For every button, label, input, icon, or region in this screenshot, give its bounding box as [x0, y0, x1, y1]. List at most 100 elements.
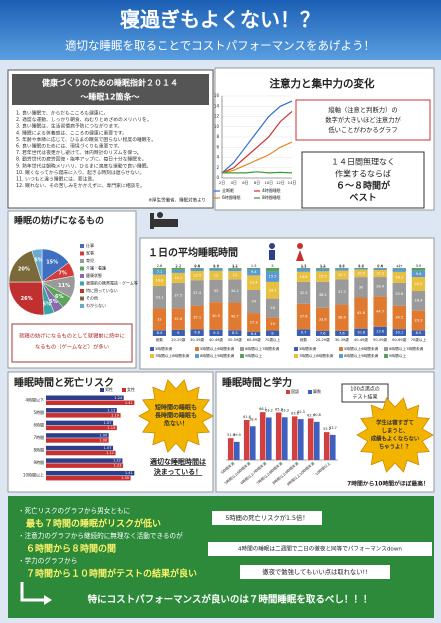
bar-segment — [392, 329, 406, 336]
pie-slice — [31, 248, 43, 283]
value-label: 1.23 — [114, 464, 122, 468]
legend-swatch — [286, 390, 290, 394]
bar — [46, 420, 114, 426]
slice-label: 15% — [46, 260, 58, 266]
bar-segment — [190, 329, 204, 336]
x-tick-label: 30-39歳 — [190, 337, 204, 342]
legend-label: 4時間睡眠 — [262, 187, 281, 193]
bar-segment — [373, 268, 387, 271]
value-label: 7.1 — [157, 270, 163, 274]
value-label: 1.19 — [111, 413, 120, 417]
legend-label: 6時間以上7時間未満 — [389, 346, 424, 351]
value-label: 12 — [233, 273, 238, 277]
x-tick-label: 60-69歳 — [247, 337, 261, 342]
value-label: 10.9 — [357, 271, 366, 275]
callout-text: 徹夜で勉強してもいい点は取れない!! — [262, 567, 367, 576]
slice-label: 5% — [43, 301, 52, 307]
bar — [275, 412, 282, 460]
y-tick-label: 12 — [214, 114, 220, 119]
value-label: 58.4 — [249, 417, 257, 421]
value-label: 37.6 — [300, 315, 309, 319]
bar — [323, 432, 330, 460]
value-label: 61.8 — [243, 415, 251, 419]
bar-segment — [392, 282, 406, 306]
value-label: 3.3 — [213, 265, 219, 269]
value-label: 10.8 — [357, 330, 366, 334]
bar-segment — [296, 329, 311, 336]
bar-segment — [171, 268, 185, 270]
value-label: 10.1 — [395, 331, 403, 335]
value-label: 3.6 — [194, 265, 200, 269]
burst-text: 成績もよくならない — [371, 435, 420, 443]
value-label: 28.4 — [414, 299, 423, 303]
value-label: 4.5 — [175, 266, 181, 270]
value-label: 65.9 — [275, 408, 283, 412]
bar-segment — [373, 277, 387, 297]
bar-segment — [316, 268, 330, 272]
x-tick-label: 14日 — [288, 180, 297, 185]
legend-label: 女性 — [127, 386, 135, 392]
conclusion-line: ・学力のグラフから — [18, 556, 77, 565]
legend-label: 仕事 — [86, 242, 94, 248]
value-label: 29.3 — [414, 318, 422, 322]
value-label: 37.5 — [174, 294, 182, 298]
value-label: 2.6 — [157, 264, 163, 268]
value-label: 9.7 — [301, 331, 307, 335]
bar-segment — [354, 269, 368, 278]
bar-segment — [209, 302, 223, 330]
value-label: 53.7 — [329, 426, 337, 430]
bar — [46, 438, 109, 443]
bar-segment — [152, 269, 167, 275]
value-label: 37.4 — [193, 291, 202, 295]
value-label: 1.2 — [232, 264, 238, 268]
bar — [298, 419, 304, 460]
y-tick-label: 10 — [214, 124, 220, 129]
note-text: 縦軸（注意と判断力）の — [328, 105, 397, 114]
legend-label: 育児 — [86, 257, 94, 263]
note-text: 数字が大きいほど注意力が — [325, 115, 401, 124]
value-label: 9.3 — [213, 331, 219, 335]
legend-label: 特に困っていない — [86, 287, 118, 293]
value-label: 38.6 — [338, 316, 347, 320]
bar-segment — [152, 274, 167, 287]
legend-swatch — [240, 347, 244, 351]
bar-segment — [392, 268, 406, 272]
value-label: 0.8 — [194, 264, 200, 268]
value-label: 1.00 — [99, 439, 108, 443]
legend-swatch — [80, 274, 84, 278]
callout-box — [208, 542, 432, 556]
bar-segment — [265, 298, 280, 318]
legend-swatch — [80, 304, 84, 308]
value-label: 1.00 — [99, 434, 108, 438]
guideline-item: 3. 良い睡眠は、生活習慣病予防につながります。 — [16, 123, 122, 130]
legend-label: 8時間睡眠 — [262, 194, 281, 200]
guideline-item: 5. 年齢や季節に応じて、ひるまの眠気で困らない程度の睡眠を。 — [16, 136, 156, 143]
x-tick-label: 10日 — [264, 180, 273, 185]
legend-swatch — [150, 347, 154, 351]
value-label: 1.41 — [125, 471, 133, 475]
bar-segment — [190, 270, 204, 281]
legend-label: 9時間以上 — [245, 353, 262, 358]
bar-segment — [228, 268, 242, 269]
value-label: 12.7 — [338, 273, 346, 277]
legend-swatch — [294, 354, 298, 358]
bar-segment — [171, 282, 185, 309]
value-label: 1.13 — [107, 408, 115, 412]
final-text: 特にコストパフォーマンスが良いのは７時間睡眠を取るべし！！！ — [88, 594, 373, 606]
slice-label: 11% — [58, 283, 70, 289]
legend-label: わからない — [86, 302, 106, 308]
bar-segment — [316, 281, 330, 308]
conclusion-text: ６～８時間が — [336, 180, 391, 192]
value-label: 7.6 — [320, 331, 326, 335]
bar — [243, 420, 250, 460]
bar-segment — [265, 281, 280, 299]
value-label: 40.5 — [212, 314, 220, 318]
bar-segment — [411, 270, 426, 278]
value-label: 16.1 — [395, 275, 403, 279]
value-label: 5 — [271, 264, 273, 268]
y-tick-label: 7時間 — [33, 434, 44, 440]
x-tick-label: 20-29歳 — [316, 337, 330, 342]
bar-segment — [316, 271, 330, 282]
value-label: 9.6 — [194, 331, 200, 335]
